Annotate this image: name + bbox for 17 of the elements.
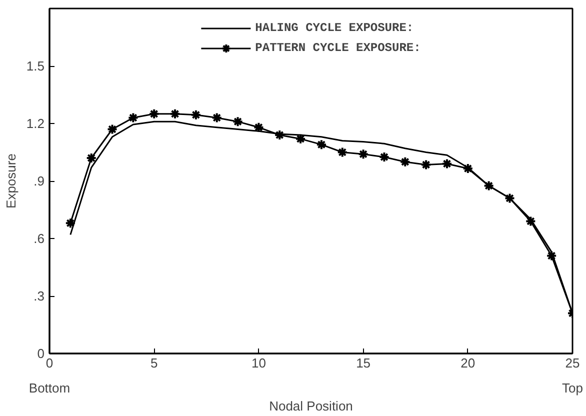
y-axis-title: Exposure [3, 154, 18, 208]
text: Bottom [28, 380, 70, 396]
y-tick-label: 1.2 [26, 116, 45, 131]
y-tick-label: .6 [34, 231, 44, 246]
text: Top [562, 380, 583, 396]
legend-label: PATTERN CYCLE EXPOSURE: [255, 41, 421, 55]
y-tick-label: 0 [37, 346, 45, 361]
y-tick-label: 1.5 [26, 58, 45, 74]
x-tick-label: 25 [565, 356, 580, 370]
x-tick-label: 20 [460, 356, 476, 370]
legend-label: HALING CYCLE EXPOSURE: [255, 21, 414, 35]
x-tick-label: 15 [356, 356, 371, 370]
x-tick-label: 10 [251, 356, 266, 370]
x-axis-title: Nodal Position [269, 398, 353, 414]
x-tick-label: 5 [150, 356, 158, 370]
y-tick-label: .9 [34, 174, 44, 188]
y-tick-label: .3 [34, 288, 44, 304]
